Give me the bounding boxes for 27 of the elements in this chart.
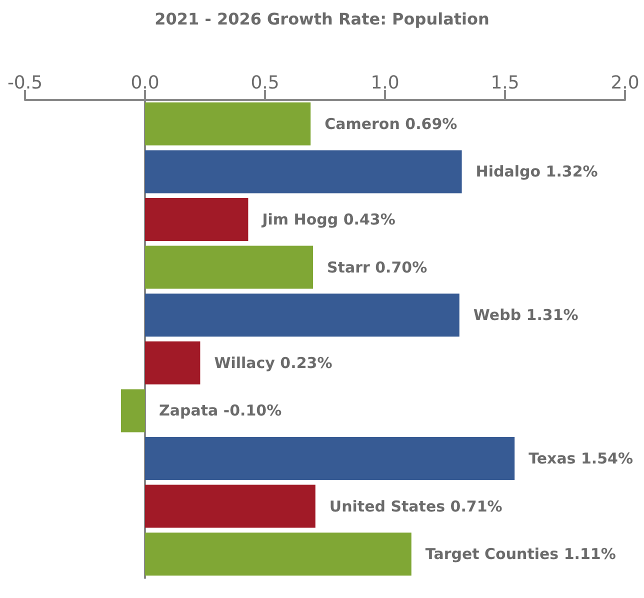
bar: [145, 436, 515, 480]
category-label: Texas 1.54%: [528, 450, 634, 468]
chart-title: 2021 - 2026 Growth Rate: Population: [154, 10, 490, 28]
bar: [145, 198, 248, 242]
category-label: Willacy 0.23%: [214, 354, 332, 372]
bar: [145, 294, 460, 337]
bar: [145, 246, 313, 289]
bar: [145, 532, 412, 576]
bar: [145, 484, 316, 528]
bar: [121, 389, 145, 432]
category-label: Hidalgo 1.32%: [476, 162, 598, 181]
category-label: Starr 0.70%: [327, 258, 428, 276]
x-tick-label: 0.5: [250, 72, 280, 94]
x-tick-label: -0.5: [7, 72, 43, 94]
category-label: Webb 1.31%: [473, 306, 578, 324]
category-label: United States 0.71%: [329, 497, 502, 516]
category-label: Target Counties 1.11%: [425, 545, 616, 564]
bar: [145, 102, 311, 146]
x-tick-label: 1.0: [370, 72, 400, 94]
bar: [145, 150, 462, 194]
x-tick-label: 2.0: [610, 72, 640, 94]
category-label: Cameron 0.69%: [324, 114, 458, 133]
x-tick-label: 1.5: [490, 72, 520, 94]
bar: [145, 341, 200, 384]
x-tick-label: 0.0: [130, 72, 160, 94]
category-label: Jim Hogg 0.43%: [262, 210, 396, 228]
category-label: Zapata -0.10%: [159, 402, 282, 420]
